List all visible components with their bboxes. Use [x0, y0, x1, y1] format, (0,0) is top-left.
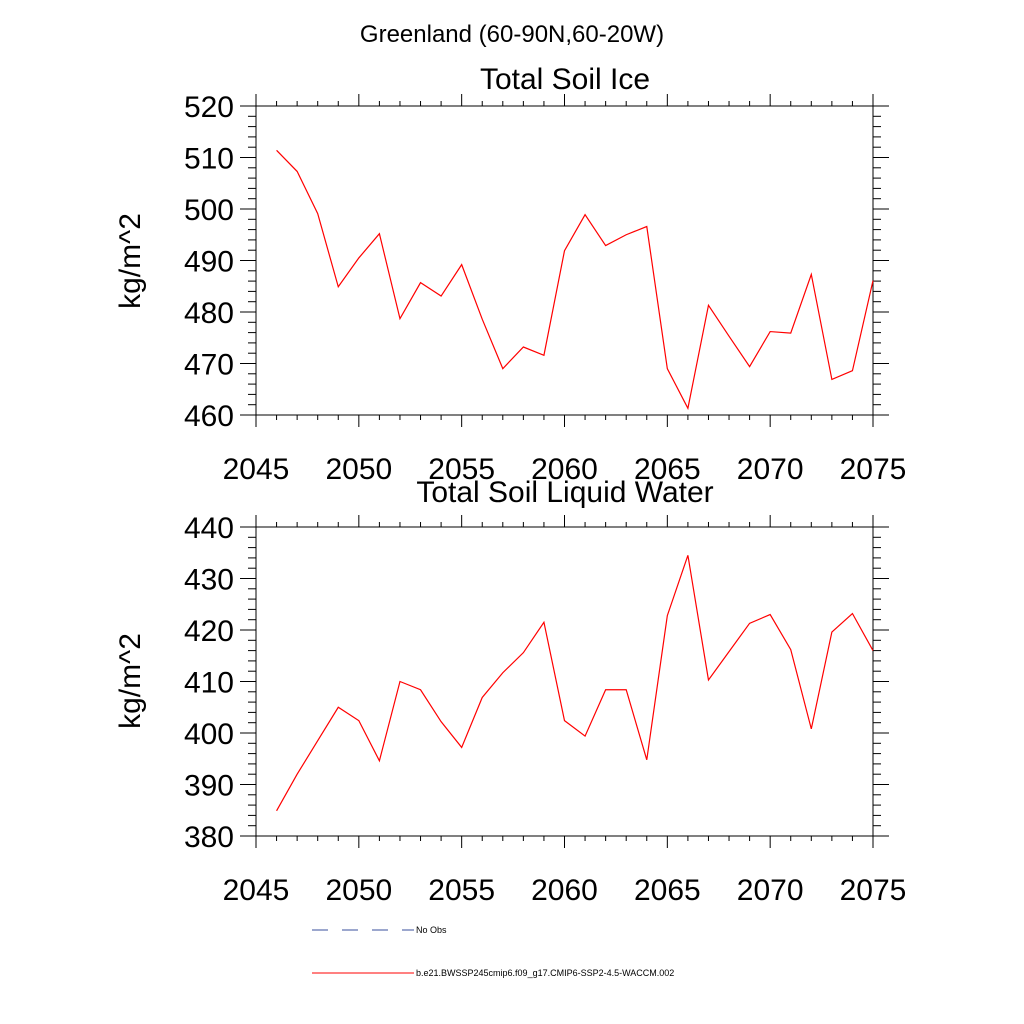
panel-title: Total Soil Liquid Water	[416, 476, 713, 509]
y-tick-label: 400	[184, 718, 234, 751]
x-tick-label: 2060	[531, 453, 598, 486]
y-tick-label: 390	[184, 770, 234, 803]
x-tick-label: 2045	[223, 874, 290, 907]
x-tick-label: 2065	[634, 874, 701, 907]
panel-title: Total Soil Ice	[480, 63, 650, 96]
series-layer	[276, 149, 874, 411]
legend-label: b.e21.BWSSP245cmip6.f09_g17.CMIP6-SSP2-4…	[416, 968, 674, 978]
y-tick-label: 490	[184, 246, 234, 279]
x-tick-label: 2065	[634, 453, 701, 486]
legend: No Obs b.e21.BWSSP245cmip6.f09_g17.CMIP6…	[312, 925, 674, 978]
y-tick-label: 380	[184, 821, 234, 854]
legend-entry-model-run: b.e21.BWSSP245cmip6.f09_g17.CMIP6-SSP2-4…	[312, 968, 674, 978]
x-tick-label: 2055	[428, 874, 495, 907]
panel-total-soil-ice: Total Soil Ice kg/m^2 2045 2050 2055 2060 20…	[114, 63, 906, 486]
x-tick-label: 2045	[223, 453, 290, 486]
series-line	[276, 555, 874, 812]
series-layer	[276, 555, 874, 812]
x-tick-label: 2070	[737, 453, 804, 486]
x-tick-label: 2055	[428, 453, 495, 486]
x-tick-label: 2050	[325, 453, 392, 486]
y-tick-label: 520	[184, 91, 234, 124]
legend-entry-no-obs: No Obs	[312, 925, 447, 935]
x-tick-label: 2050	[325, 874, 392, 907]
x-axis: 2045 2050 2055 2060 2065 2070 2075	[223, 515, 907, 907]
y-tick-label: 430	[184, 564, 234, 597]
x-axis: 2045 2050 2055 2060 2065 2070 2075	[223, 94, 907, 486]
y-tick-label: 480	[184, 297, 234, 330]
y-tick-label: 460	[184, 400, 234, 433]
legend-label: No Obs	[416, 925, 447, 935]
plot-frame	[255, 526, 874, 837]
y-axis-label: kg/m^2	[114, 633, 147, 729]
series-line	[276, 149, 874, 411]
y-tick-label: 420	[184, 615, 234, 648]
y-axis: 380 390 400 410 420 430 440	[184, 512, 889, 854]
figure-title: Greenland (60-90N,60-20W)	[360, 21, 664, 48]
y-tick-label: 500	[184, 194, 234, 227]
x-tick-label: 2075	[840, 453, 907, 486]
y-axis-label: kg/m^2	[114, 213, 147, 309]
y-tick-label: 410	[184, 667, 234, 700]
y-axis: 460 470 480 490 500 510 520	[184, 91, 889, 433]
y-tick-label: 510	[184, 143, 234, 176]
x-tick-label: 2060	[531, 874, 598, 907]
plot-frame	[255, 105, 874, 416]
panel-total-soil-liquid-water: Total Soil Liquid Water kg/m^2 2045 2050 2…	[114, 476, 906, 907]
y-tick-label: 470	[184, 349, 234, 382]
x-tick-label: 2070	[737, 874, 804, 907]
x-tick-label: 2075	[840, 874, 907, 907]
y-tick-label: 440	[184, 512, 234, 545]
